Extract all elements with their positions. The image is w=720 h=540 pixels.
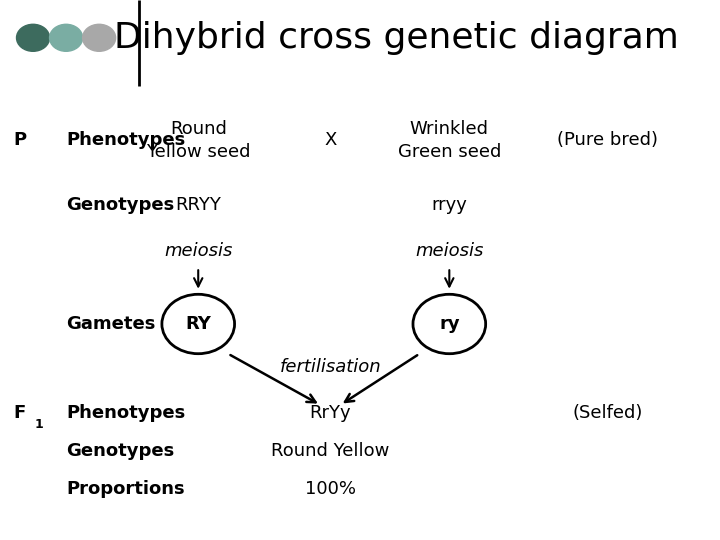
Text: Wrinkled
Green seed: Wrinkled Green seed <box>397 119 501 161</box>
Text: rryy: rryy <box>431 196 467 214</box>
Text: Genotypes: Genotypes <box>66 442 174 460</box>
Text: (Selfed): (Selfed) <box>572 404 643 422</box>
Text: RRYY: RRYY <box>175 196 221 214</box>
Text: fertilisation: fertilisation <box>279 358 381 376</box>
Circle shape <box>50 24 83 51</box>
Text: 1: 1 <box>35 418 44 431</box>
Text: 100%: 100% <box>305 480 356 498</box>
Text: Round Yellow: Round Yellow <box>271 442 390 460</box>
Text: X: X <box>324 131 336 150</box>
Text: meiosis: meiosis <box>164 242 233 260</box>
Circle shape <box>83 24 116 51</box>
Circle shape <box>17 24 50 51</box>
Text: Proportions: Proportions <box>66 480 185 498</box>
Text: Gametes: Gametes <box>66 315 156 333</box>
Text: Round
Yellow seed: Round Yellow seed <box>146 119 251 161</box>
Text: meiosis: meiosis <box>415 242 484 260</box>
Text: F: F <box>13 404 25 422</box>
Text: P: P <box>13 131 27 150</box>
Text: Genotypes: Genotypes <box>66 196 174 214</box>
Text: (Pure bred): (Pure bred) <box>557 131 658 150</box>
Text: Dihybrid cross genetic diagram: Dihybrid cross genetic diagram <box>114 21 679 55</box>
Text: RrYy: RrYy <box>310 404 351 422</box>
Text: RY: RY <box>185 315 211 333</box>
Text: Phenotypes: Phenotypes <box>66 131 185 150</box>
Text: Phenotypes: Phenotypes <box>66 404 185 422</box>
Text: ry: ry <box>439 315 459 333</box>
